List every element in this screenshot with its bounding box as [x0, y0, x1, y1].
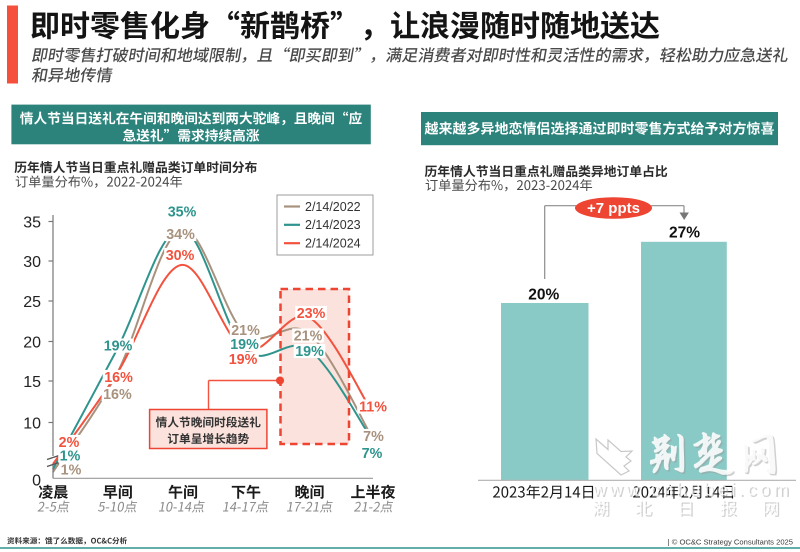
- svg-text:11%: 11%: [359, 400, 387, 416]
- svg-text:7%: 7%: [363, 429, 384, 445]
- svg-text:35%: 35%: [168, 205, 197, 221]
- svg-text:27%: 27%: [669, 225, 700, 242]
- svg-text:30: 30: [23, 254, 41, 271]
- svg-text:15: 15: [23, 374, 41, 391]
- svg-text:21%: 21%: [231, 323, 260, 339]
- svg-text:2%: 2%: [59, 435, 80, 451]
- svg-text:0: 0: [32, 472, 41, 489]
- svg-text:19%: 19%: [104, 339, 133, 355]
- svg-text:19%: 19%: [295, 344, 324, 360]
- svg-text:30%: 30%: [166, 248, 195, 264]
- svg-text:2/14/2024: 2/14/2024: [305, 237, 361, 251]
- svg-text:16%: 16%: [104, 370, 133, 386]
- svg-text:+7 ppts: +7 ppts: [587, 200, 640, 217]
- svg-text:16%: 16%: [103, 387, 132, 403]
- svg-text:1%: 1%: [61, 463, 82, 479]
- svg-text:10: 10: [23, 415, 41, 432]
- svg-text:2/14/2022: 2/14/2022: [305, 200, 361, 214]
- svg-text:1%: 1%: [60, 449, 81, 465]
- svg-text:19%: 19%: [230, 337, 259, 353]
- svg-text:20: 20: [23, 334, 41, 351]
- svg-text:2/14/2023: 2/14/2023: [305, 218, 361, 232]
- svg-text:23%: 23%: [297, 306, 326, 322]
- svg-text:20%: 20%: [528, 287, 559, 304]
- svg-text:21%: 21%: [294, 329, 323, 345]
- svg-text:| © OC&C Strategy Consultants: | © OC&C Strategy Consultants 2025: [668, 537, 793, 546]
- svg-text:19%: 19%: [229, 352, 258, 368]
- svg-text:www.cnhubei.com: www.cnhubei.com: [592, 480, 792, 500]
- svg-text:35: 35: [23, 214, 41, 231]
- svg-text:25: 25: [23, 294, 41, 311]
- svg-text:34%: 34%: [166, 227, 195, 243]
- svg-text:www.cnhubei.com: www.cnhubei.com: [594, 481, 794, 501]
- svg-text:7%: 7%: [362, 446, 383, 462]
